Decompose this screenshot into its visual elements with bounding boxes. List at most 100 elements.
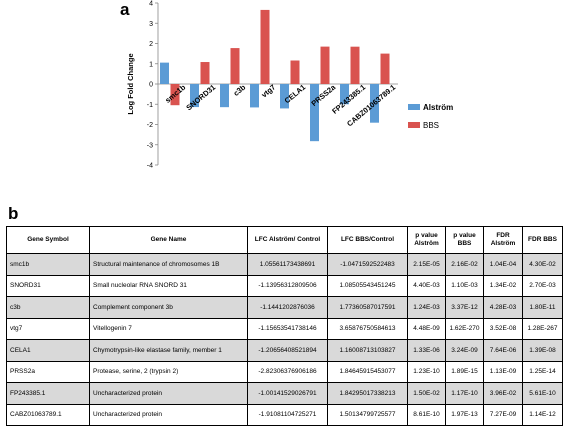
table-cell: 8.61E-10 [407, 403, 446, 426]
table-cell: 1.50E-02 [407, 382, 446, 405]
y-tick-label: -2 [147, 122, 153, 129]
y-tick-label: 0 [149, 82, 153, 89]
table-row: c3b Complement component 3b -1.14412028760… [6, 296, 563, 319]
legend-swatch [408, 104, 420, 110]
table-cell: FP243385.1 [6, 382, 90, 405]
table-cell: 1.97E-13 [445, 403, 484, 426]
table-cell: 1.84645915453077 [327, 360, 408, 383]
column-header: LFC Alström/ Control [247, 226, 328, 254]
table-cell: -1.91081104725271 [247, 403, 328, 426]
table-row: CABZ01063789.1 Uncharacterized protein -1.… [6, 403, 563, 426]
bar-alstrm-prss2a [310, 84, 319, 142]
table-cell: 5.61E-10 [522, 382, 563, 405]
panel-label-b: b [8, 204, 19, 223]
y-tick-label: 1 [149, 61, 153, 68]
y-tick-label: -1 [147, 102, 153, 109]
table-cell: 1.80E-11 [522, 296, 563, 319]
table-cell: 1.62E-270 [445, 317, 484, 340]
column-header: p value BBS [445, 226, 484, 254]
legend-label: Alström [423, 103, 453, 112]
table-cell: Small nucleolar RNA SNORD 31 [89, 274, 248, 297]
table-cell: CELA1 [6, 339, 90, 362]
table-cell: 1.13E-09 [483, 360, 523, 383]
table-cell: 1.28E-267 [522, 317, 563, 340]
panel-label-a: a [120, 0, 130, 19]
bar-bbs-c3b [230, 48, 240, 84]
category-label: SNORD31 [184, 83, 217, 113]
table-cell: Vitellogenin 7 [89, 317, 248, 340]
table-cell: 4.48E-09 [407, 317, 446, 340]
bar-alstrm-vtg7 [250, 84, 259, 108]
bar-bbs-smc1b [170, 84, 180, 106]
chart-bars [160, 9, 390, 142]
table-cell: 1.04E-04 [483, 253, 523, 276]
table-cell: -1.0471592522483 [327, 253, 408, 276]
table-cell: Complement component 3b [89, 296, 248, 319]
table-cell: 4.30E-02 [522, 253, 563, 276]
category-label: c3b [232, 82, 248, 97]
table-cell: 1.16008713103827 [327, 339, 408, 362]
table-row: PRSS2a Protease, serine, 2 (trypsin 2) -2.… [6, 360, 563, 383]
table-cell: 1.14E-12 [522, 403, 563, 426]
column-header: FDR BBS [522, 226, 563, 254]
table-cell: 1.08505543451245 [327, 274, 408, 297]
table-cell: CABZ01063789.1 [6, 403, 90, 426]
table-cell: Chymotrypsin-like elastase family, membe… [89, 339, 248, 362]
table-cell: 3.52E-08 [483, 317, 523, 340]
table-cell: 2.70E-03 [522, 274, 563, 297]
table-cell: -1.1441202876036 [247, 296, 328, 319]
table-cell: 1.10E-03 [445, 274, 484, 297]
table-cell: 2.15E-05 [407, 253, 446, 276]
table-cell: -1.13956312809506 [247, 274, 328, 297]
table-cell: 3.37E-12 [445, 296, 484, 319]
y-tick-label: 2 [149, 41, 153, 48]
gene-table: Gene Symbol Gene Name LFC Alström/ Control… [6, 226, 563, 426]
table-cell: Protease, serine, 2 (trypsin 2) [89, 360, 248, 383]
table-cell: -1.20656408521894 [247, 339, 328, 362]
table-cell: smc1b [6, 253, 90, 276]
table-row: vtg7 Vitellogenin 7 -1.15653541738146 3.658… [6, 317, 563, 340]
table-cell: vtg7 [6, 317, 90, 340]
table-cell: 1.24E-03 [407, 296, 446, 319]
table-header-row: Gene Symbol Gene Name LFC Alström/ Control… [6, 226, 563, 254]
y-tick-label: -3 [147, 142, 153, 149]
column-header: Gene Name [89, 226, 248, 254]
table-cell: 1.25E-14 [522, 360, 563, 383]
table-cell: 1.33E-06 [407, 339, 446, 362]
table-cell: 2.16E-02 [445, 253, 484, 276]
table-cell: 7.27E-09 [483, 403, 523, 426]
table-cell: 1.84295017338213 [327, 382, 408, 405]
table-cell: 3.96E-02 [483, 382, 523, 405]
table-row: CELA1 Chymotrypsin-like elastase family, … [6, 339, 563, 362]
bar-alstrm-c3b [220, 84, 229, 108]
table-cell: SNORD31 [6, 274, 90, 297]
table-cell: 1.89E-15 [445, 360, 484, 383]
table-cell: 3.65876750584613 [327, 317, 408, 340]
bar-alstrm-snord31 [190, 84, 199, 108]
table-cell: c3b [6, 296, 90, 319]
table-row: smc1b Structural maintenance of chromosom… [6, 253, 563, 276]
table-row: FP243385.1 Uncharacterized protein -1.0014… [6, 382, 563, 405]
table-row: SNORD31 Small nucleolar RNA SNORD 31 -1.13… [6, 274, 563, 297]
bar-bbs-fp2433851 [350, 46, 360, 84]
bar-bbs-cela1 [290, 60, 300, 84]
table-cell: 1.39E-08 [522, 339, 563, 362]
table-cell: 4.28E-03 [483, 296, 523, 319]
table-cell: -1.15653541738146 [247, 317, 328, 340]
chart-legend: Alström BBS [408, 103, 453, 130]
legend-swatch [408, 122, 420, 128]
bar-alstrm-smc1b [160, 62, 169, 84]
table-cell: 1.23E-10 [407, 360, 446, 383]
table-cell: 1.17E-10 [445, 382, 484, 405]
table-cell: -2.82306376906186 [247, 360, 328, 383]
column-header: Gene Symbol [6, 226, 90, 254]
table-cell: 1.34E-02 [483, 274, 523, 297]
table-cell: -1.00141529026791 [247, 382, 328, 405]
bar-bbs-vtg7 [260, 9, 270, 84]
bar-alstrm-cabz010637891 [370, 84, 379, 123]
table-cell: 1.05561173438691 [247, 253, 328, 276]
table-cell: Uncharacterized protein [89, 382, 248, 405]
bar-alstrm-fp2433851 [340, 84, 349, 105]
table-cell: 7.64E-06 [483, 339, 523, 362]
